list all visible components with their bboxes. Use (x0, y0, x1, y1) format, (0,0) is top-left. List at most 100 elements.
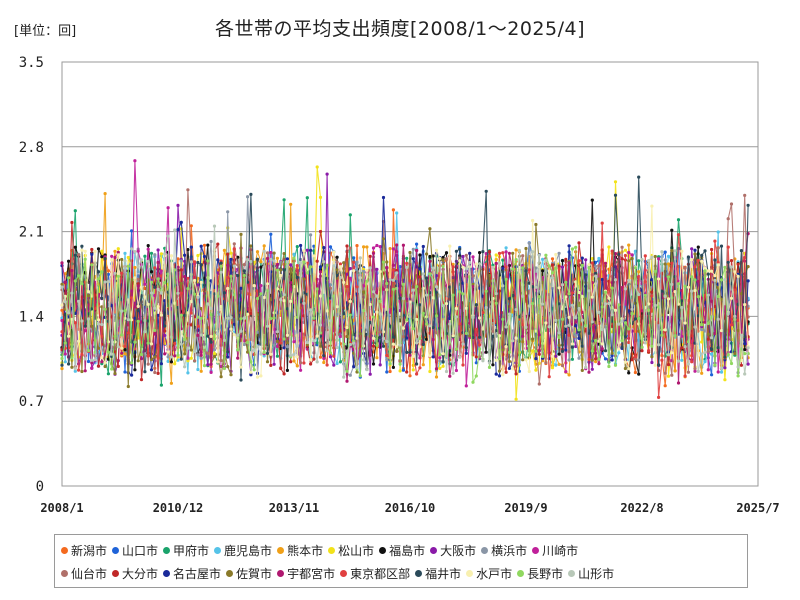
data-point (219, 264, 223, 268)
data-point (67, 276, 71, 280)
data-point (299, 261, 303, 265)
data-point (729, 265, 734, 269)
data-point (282, 268, 286, 272)
data-point (325, 172, 329, 176)
data-point (219, 375, 223, 379)
data-point (504, 277, 508, 281)
data-point (693, 325, 697, 329)
data-point (173, 362, 177, 366)
data-point (212, 224, 217, 228)
data-point (660, 333, 664, 337)
data-point (189, 245, 193, 249)
data-point (693, 265, 697, 269)
data-point (743, 335, 747, 339)
data-point (252, 348, 256, 352)
data-point (663, 384, 667, 388)
data-point (143, 295, 147, 299)
data-point (73, 209, 77, 213)
data-point (743, 348, 747, 352)
data-point (199, 307, 203, 311)
data-point (501, 284, 505, 288)
data-point (719, 278, 724, 282)
data-point (179, 259, 183, 263)
data-point (554, 318, 558, 322)
data-point (577, 241, 581, 245)
data-point (332, 354, 336, 358)
data-point (355, 260, 359, 264)
data-point (418, 303, 422, 307)
data-point (487, 286, 492, 290)
data-point (700, 259, 704, 263)
data-point (275, 330, 279, 334)
data-point (67, 311, 71, 315)
data-point (726, 312, 730, 316)
data-point (541, 269, 545, 273)
data-point (557, 335, 561, 339)
data-point (560, 329, 565, 333)
data-point (428, 369, 432, 374)
data-point (395, 243, 399, 247)
data-point (358, 326, 362, 330)
data-point (113, 371, 117, 376)
data-point (647, 349, 651, 353)
data-point (458, 355, 462, 359)
data-point (302, 301, 306, 305)
data-point (345, 285, 349, 289)
data-point (736, 262, 740, 266)
data-point (434, 314, 439, 318)
data-point (487, 254, 492, 258)
data-point (650, 204, 654, 208)
series-20 (60, 224, 750, 379)
data-point (557, 331, 561, 335)
data-point (594, 260, 598, 264)
data-point (77, 339, 81, 343)
data-point (292, 352, 296, 356)
data-point (130, 361, 134, 365)
legend-item: 大阪市 (430, 542, 476, 559)
data-point (557, 362, 561, 366)
data-point (322, 360, 326, 365)
data-point (242, 269, 246, 273)
data-point (110, 304, 114, 308)
x-tick-label: 2022/8 (620, 501, 663, 515)
data-point (265, 324, 270, 328)
data-point (673, 334, 677, 338)
data-point (713, 274, 717, 278)
data-point (474, 374, 478, 378)
data-point (193, 359, 197, 363)
data-point (371, 251, 376, 255)
data-point (474, 327, 478, 331)
data-point (686, 370, 691, 374)
data-point (633, 285, 638, 289)
data-point (531, 218, 535, 223)
data-point (680, 249, 684, 253)
data-point (494, 253, 498, 257)
data-point (501, 258, 505, 262)
legend-swatch (379, 546, 387, 554)
data-point (531, 302, 535, 306)
data-point (149, 291, 154, 295)
data-point (438, 359, 442, 363)
data-point (292, 340, 296, 344)
data-point (83, 357, 87, 361)
data-point (468, 251, 472, 255)
data-point (534, 368, 538, 372)
data-point (713, 258, 717, 262)
data-point (335, 361, 339, 366)
legend-swatch (340, 569, 348, 577)
data-point (574, 344, 578, 349)
legend-swatch (328, 546, 336, 554)
data-point (136, 265, 140, 269)
data-point (418, 345, 422, 349)
data-point (524, 269, 528, 273)
data-point (249, 360, 253, 364)
data-point (226, 316, 230, 320)
data-point (116, 274, 120, 278)
data-point (391, 365, 395, 369)
data-point (368, 372, 372, 376)
data-point (189, 224, 193, 228)
data-point (703, 269, 707, 273)
data-point (415, 317, 419, 322)
data-point (335, 268, 339, 272)
data-point (265, 360, 270, 364)
